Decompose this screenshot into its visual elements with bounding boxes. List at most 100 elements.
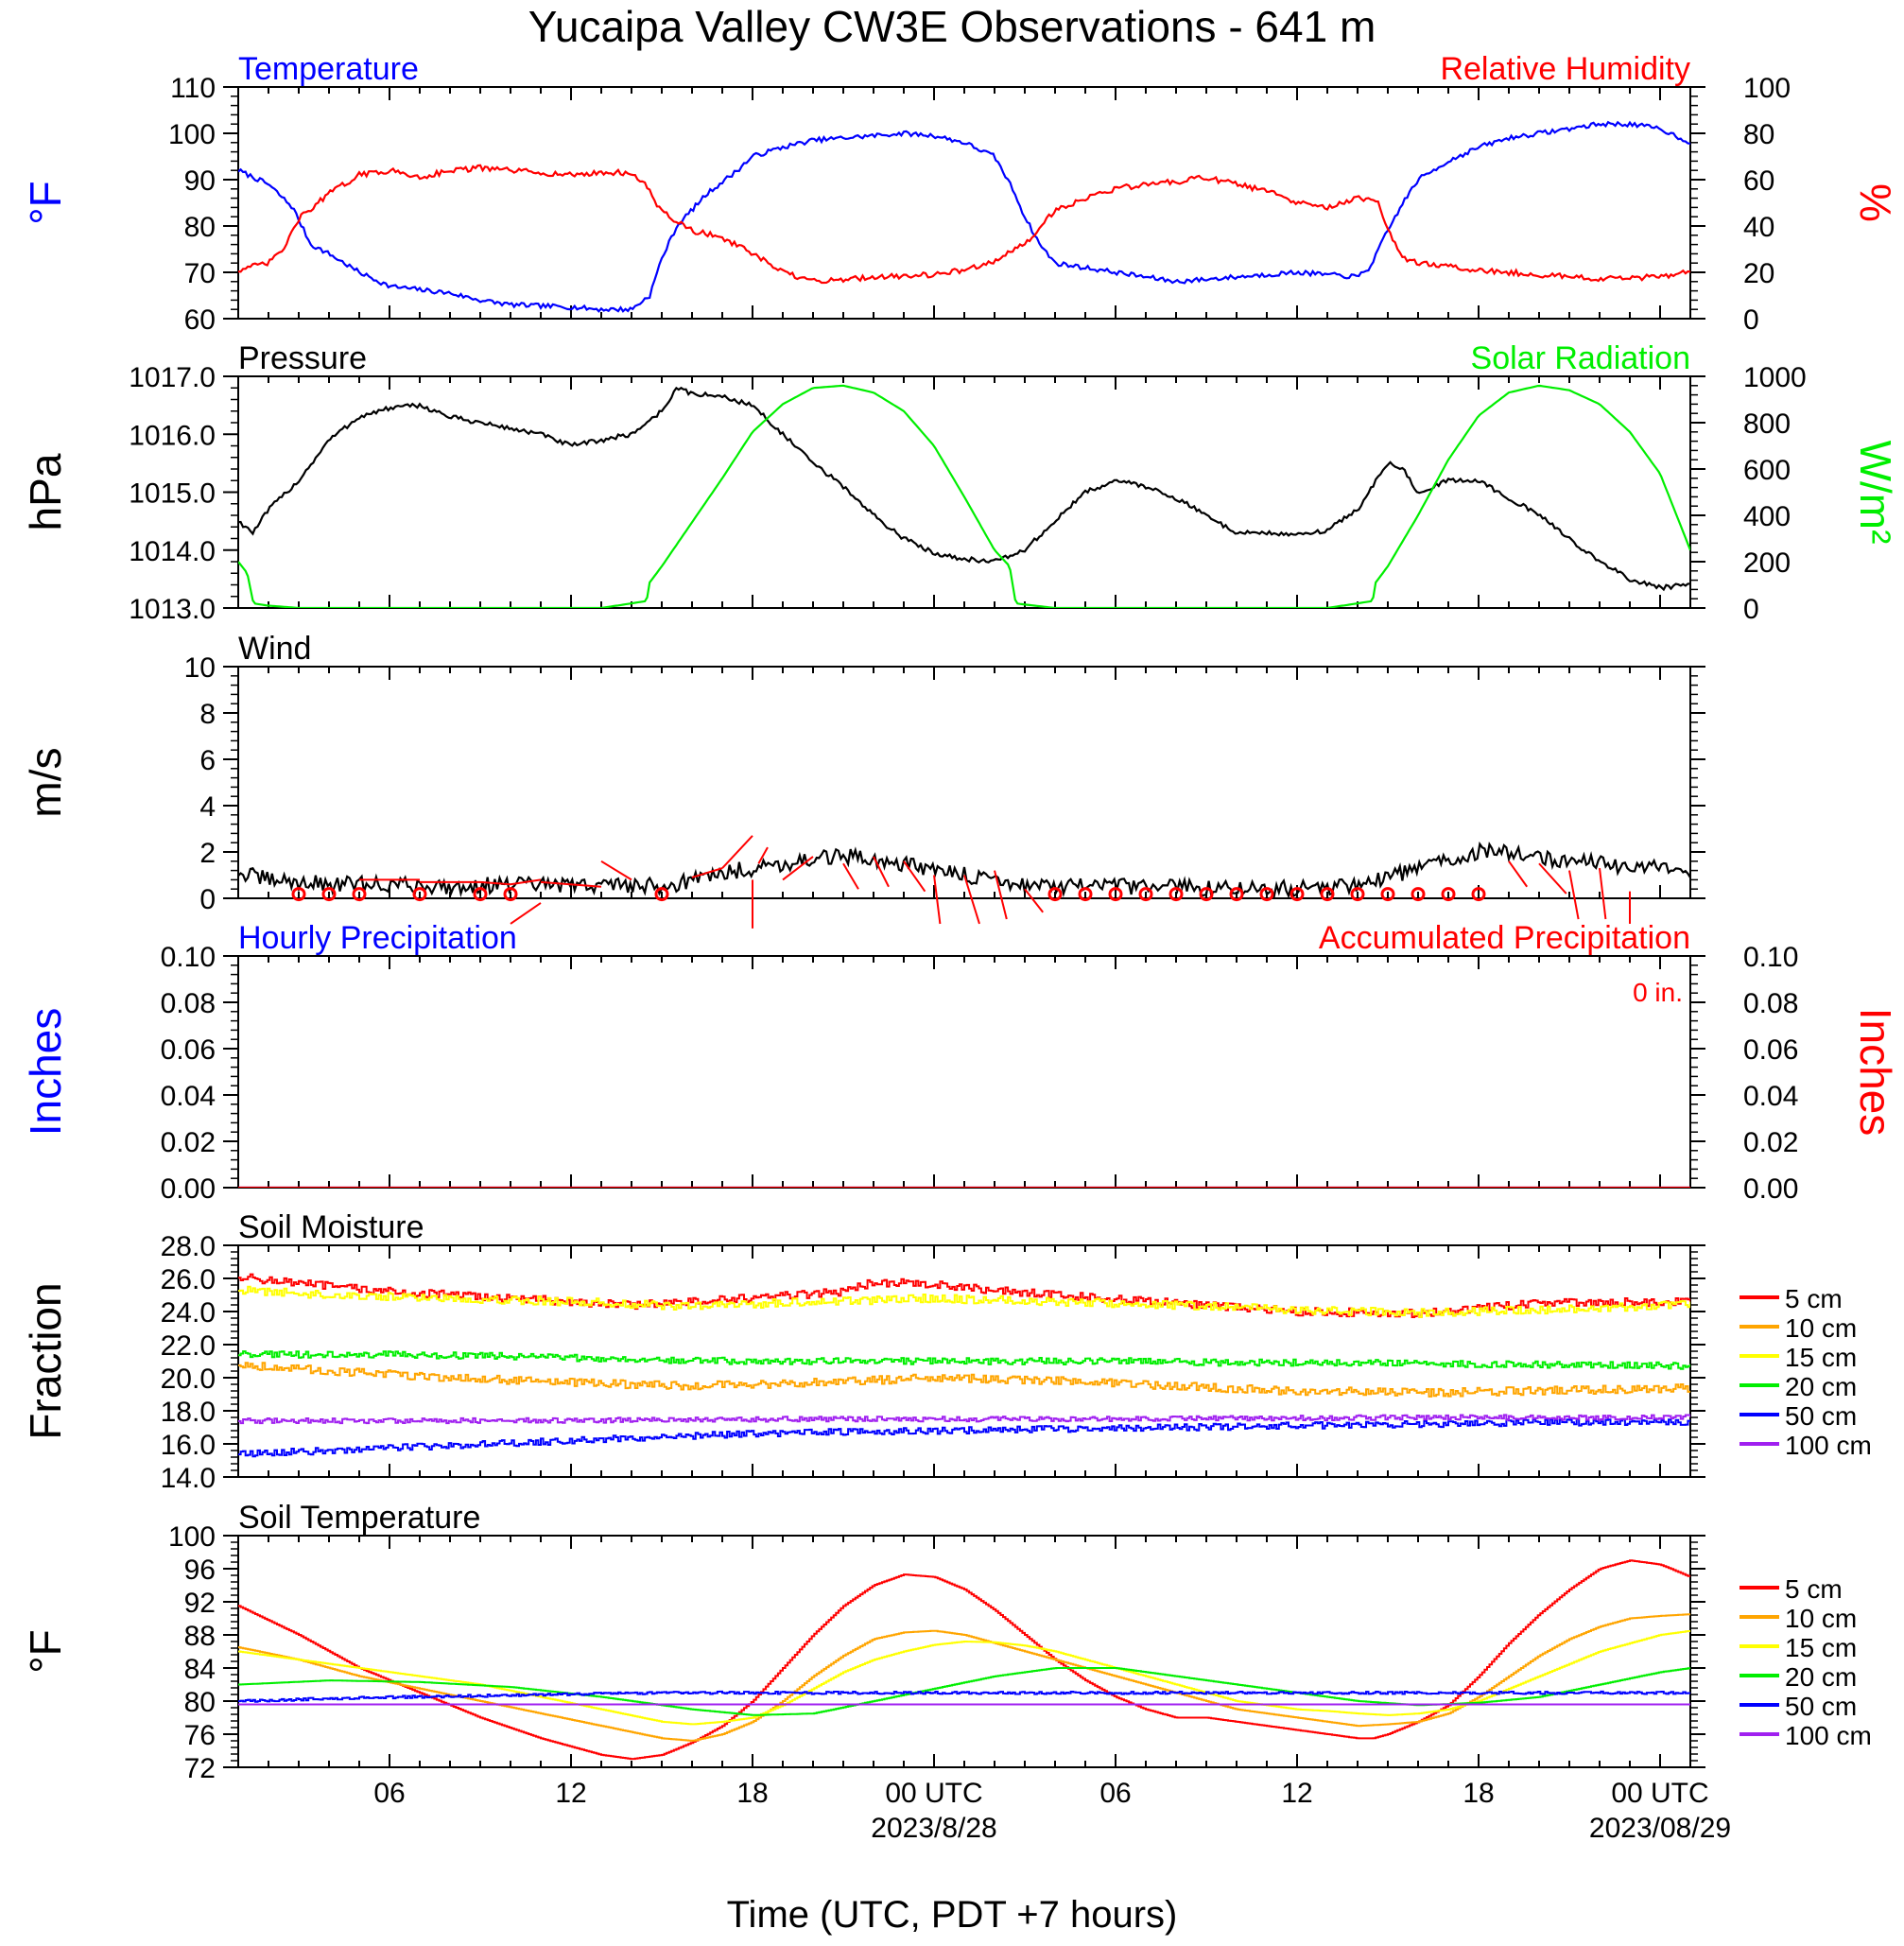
y-left-tick-label: 72 bbox=[184, 1753, 216, 1784]
x-date-label: 2023/08/29 bbox=[1589, 1813, 1731, 1844]
y-left-tick-label: 4 bbox=[199, 791, 216, 823]
panel-title-right: Relative Humidity bbox=[1440, 51, 1690, 87]
panel-title-left: Soil Temperature bbox=[238, 1500, 480, 1536]
data-area bbox=[238, 1273, 1690, 1458]
data-area bbox=[238, 120, 1690, 313]
x-tick-label: 12 bbox=[1281, 1778, 1312, 1809]
legend-entry: 10 cm bbox=[1785, 1604, 1857, 1633]
y-right-tick-label: 0.02 bbox=[1743, 1127, 1798, 1158]
y-right-tick-label: 800 bbox=[1743, 408, 1791, 440]
wind-calm-marker bbox=[1290, 887, 1305, 902]
y-right-tick-label: 0.08 bbox=[1743, 988, 1798, 1019]
y-left-tick-label: 1016.0 bbox=[129, 420, 216, 451]
y-left-tick-label: 10 bbox=[184, 652, 216, 684]
y-left-tick-label: 90 bbox=[184, 165, 216, 197]
x-tick-label: 18 bbox=[736, 1778, 768, 1809]
y-left-tick-label: 2 bbox=[199, 838, 216, 869]
series-line-relative-humidity bbox=[238, 164, 1690, 285]
y-left-axis-title: Fraction bbox=[21, 1282, 70, 1439]
y-right-tick-label: 40 bbox=[1743, 212, 1774, 243]
y-left-tick-label: 18.0 bbox=[161, 1397, 216, 1428]
y-left-axis-title: °F bbox=[21, 181, 70, 225]
y-left-tick-label: 80 bbox=[184, 212, 216, 243]
legend-entry: 100 cm bbox=[1785, 1721, 1872, 1750]
wind-barb bbox=[757, 846, 769, 864]
panel-title-right: Accumulated Precipitation bbox=[1319, 920, 1690, 956]
wind-calm-marker bbox=[1380, 887, 1395, 902]
legend-entry: 15 cm bbox=[1785, 1343, 1857, 1372]
y-right-tick-label: 400 bbox=[1743, 501, 1791, 532]
panel-precip: 0.00 0.02 0.04 0.06 0.08 0.10 0.00 0.02 0.04 0.06… bbox=[21, 920, 1900, 1205]
wind-calm-marker bbox=[473, 887, 488, 902]
y-left-tick-label: 100 bbox=[168, 1521, 216, 1553]
series-line-temperature bbox=[238, 120, 1690, 313]
wind-barb bbox=[1568, 870, 1580, 920]
y-right-tick-label: 20 bbox=[1743, 258, 1774, 289]
panel-title-left: Hourly Precipitation bbox=[238, 920, 517, 956]
wind-barb bbox=[782, 856, 814, 881]
x-tick-label: 00 UTC bbox=[1611, 1778, 1708, 1809]
y-left-tick-label: 0.02 bbox=[161, 1127, 216, 1158]
wind-calm-marker bbox=[1199, 887, 1214, 902]
x-tick-label: 06 bbox=[373, 1778, 405, 1809]
y-left-tick-label: 96 bbox=[184, 1555, 216, 1586]
wind-barb bbox=[994, 870, 1008, 920]
legend-entry: 10 cm bbox=[1785, 1313, 1857, 1343]
wind-calm-marker bbox=[291, 887, 306, 902]
wind-barb bbox=[1599, 868, 1607, 920]
x-tick-label: 12 bbox=[555, 1778, 586, 1809]
series-line-10-cm bbox=[238, 1362, 1690, 1398]
y-right-tick-label: 0.04 bbox=[1743, 1081, 1798, 1112]
series-line-15-cm bbox=[238, 1630, 1690, 1726]
wind-calm-marker bbox=[1047, 887, 1063, 902]
y-left-tick-label: 22.0 bbox=[161, 1330, 216, 1362]
legend-entry: 5 cm bbox=[1785, 1574, 1843, 1604]
wind-calm-marker bbox=[1471, 887, 1486, 902]
y-right-axis-title: Inches bbox=[1851, 1008, 1900, 1137]
x-date-label: 2023/8/28 bbox=[871, 1813, 996, 1844]
panel-soil_moisture: 14.016.018.020.022.024.026.028.0 Soil Moi… bbox=[21, 1209, 1872, 1494]
y-right-tick-label: 0.06 bbox=[1743, 1034, 1798, 1066]
figure-title: Yucaipa Valley CW3E Observations - 641 m bbox=[528, 2, 1376, 51]
data-area bbox=[238, 841, 1690, 898]
y-left-tick-label: 14.0 bbox=[161, 1463, 216, 1494]
y-left-tick-label: 0.08 bbox=[161, 988, 216, 1019]
y-left-axis-title: °F bbox=[21, 1629, 70, 1674]
y-left-axis-title: Inches bbox=[21, 1008, 70, 1137]
wind-barb bbox=[873, 856, 890, 888]
wind-calm-marker bbox=[503, 887, 518, 902]
y-left-tick-label: 26.0 bbox=[161, 1264, 216, 1295]
y-right-tick-label: 0 bbox=[1743, 594, 1759, 625]
y-right-tick-label: 1000 bbox=[1743, 362, 1807, 393]
y-left-tick-label: 24.0 bbox=[161, 1297, 216, 1329]
y-left-tick-label: 84 bbox=[184, 1654, 216, 1685]
wind-barb bbox=[1508, 860, 1529, 888]
y-right-axis-title: % bbox=[1851, 183, 1900, 222]
series-line-10-cm bbox=[238, 1613, 1690, 1742]
x-tick-label: 06 bbox=[1099, 1778, 1131, 1809]
legend-entry: 50 cm bbox=[1785, 1692, 1857, 1721]
x-tick-label: 18 bbox=[1463, 1778, 1494, 1809]
legend-entry: 20 cm bbox=[1785, 1372, 1857, 1401]
precip-total-annotation: 0 in. bbox=[1633, 978, 1683, 1007]
y-left-tick-label: 0.06 bbox=[161, 1034, 216, 1066]
x-tick-label: 00 UTC bbox=[885, 1778, 982, 1809]
x-axis-label: Time (UTC, PDT +7 hours) bbox=[727, 1894, 1178, 1936]
panel-title-left: Pressure bbox=[238, 340, 367, 376]
wind-barb bbox=[1538, 862, 1567, 895]
y-left-axis-title: m/s bbox=[21, 747, 70, 817]
y-right-tick-label: 100 bbox=[1743, 73, 1791, 104]
wind-calm-marker bbox=[1411, 887, 1426, 902]
wind-barb bbox=[1024, 888, 1044, 913]
y-left-tick-label: 70 bbox=[184, 258, 216, 289]
y-left-axis-title: hPa bbox=[21, 453, 70, 530]
y-left-tick-label: 88 bbox=[184, 1621, 216, 1652]
wind-calm-marker bbox=[1441, 887, 1456, 902]
y-left-tick-label: 1013.0 bbox=[129, 594, 216, 625]
y-left-tick-label: 110 bbox=[170, 73, 216, 104]
series-line-wind bbox=[238, 841, 1690, 898]
data-area bbox=[238, 1559, 1690, 1761]
panel-title-left: Temperature bbox=[238, 51, 419, 87]
